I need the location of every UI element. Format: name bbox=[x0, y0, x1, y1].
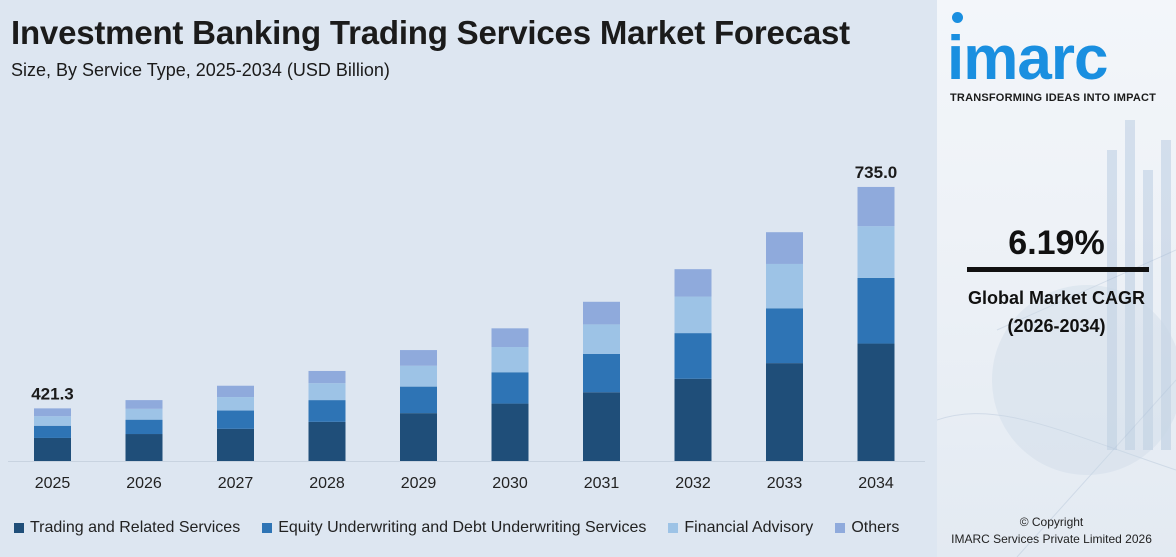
cagr-divider bbox=[967, 267, 1149, 272]
copyright-line2: IMARC Services Private Limited 2026 bbox=[951, 532, 1152, 546]
bar-segment-2033-series-4 bbox=[766, 232, 803, 264]
bar-segment-2032-series-4 bbox=[674, 269, 712, 297]
bar-segment-2032-series-1 bbox=[674, 378, 712, 461]
sidebar-panel: imarc TRANSFORMING IDEAS INTO IMPACT 6.1… bbox=[937, 0, 1176, 557]
bar-segment-2027-series-4 bbox=[217, 385, 254, 398]
bar-segment-2032-series-3 bbox=[674, 296, 712, 334]
legend-item-advisory: Financial Advisory bbox=[668, 519, 813, 537]
bar-segment-2025-series-3 bbox=[34, 416, 71, 426]
bar-segment-2027-series-2 bbox=[217, 410, 254, 429]
x-tick-label-2028: 2028 bbox=[309, 475, 345, 492]
chart-legend: Trading and Related Services Equity Unde… bbox=[14, 519, 899, 537]
bar-segment-2028-series-3 bbox=[308, 383, 346, 401]
legend-item-underwriting: Equity Underwriting and Debt Underwritin… bbox=[262, 519, 646, 537]
bar-segment-2034-series-3 bbox=[857, 226, 895, 278]
legend-swatch-advisory bbox=[668, 523, 679, 533]
bar-segment-2032-series-2 bbox=[674, 333, 712, 379]
cagr-label: Global Market CAGR (2026-2034) bbox=[937, 284, 1176, 340]
cagr-label-line1: Global Market CAGR bbox=[967, 288, 1146, 308]
bar-segment-2030-series-1 bbox=[491, 403, 529, 461]
bar-segment-2033-series-2 bbox=[766, 308, 803, 364]
cagr-value: 6.19% bbox=[1008, 224, 1105, 262]
legend-label-underwriting: Equity Underwriting and Debt Underwritin… bbox=[278, 519, 647, 536]
bar-segment-2033-series-3 bbox=[766, 263, 803, 309]
copyright-line1: © Copyright bbox=[1019, 515, 1084, 529]
bar-segment-2034-series-4 bbox=[857, 186, 895, 227]
legend-swatch-underwriting bbox=[262, 523, 273, 533]
x-tick-label-2030: 2030 bbox=[492, 475, 528, 492]
bar-segment-2028-series-1 bbox=[308, 421, 346, 461]
total-label-2034: 735.0 bbox=[855, 163, 898, 182]
bar-segment-2031-series-2 bbox=[583, 353, 620, 393]
background-chart-decoration bbox=[937, 120, 1176, 557]
legend-swatch-trading bbox=[14, 523, 24, 533]
x-tick-label-2031: 2031 bbox=[584, 475, 620, 492]
chart-subtitle: Size, By Service Type, 2025-2034 (USD Bi… bbox=[11, 60, 390, 80]
x-tick-label-2027: 2027 bbox=[218, 475, 254, 492]
chart-panel: Investment Banking Trading Services Mark… bbox=[8, 14, 925, 537]
bar-segment-2031-series-3 bbox=[583, 324, 620, 354]
logo-tagline: TRANSFORMING IDEAS INTO IMPACT bbox=[950, 92, 1157, 104]
bar-segment-2029-series-2 bbox=[400, 386, 437, 414]
bar-segment-2029-series-1 bbox=[400, 413, 437, 461]
legend-label-others: Others bbox=[851, 519, 900, 536]
bar-segment-2031-series-1 bbox=[583, 392, 620, 461]
cagr-label-line2: (2026-2034) bbox=[1007, 316, 1106, 336]
bar-segment-2033-series-1 bbox=[766, 363, 803, 461]
bar-segment-2031-series-4 bbox=[583, 301, 620, 325]
legend-label-advisory: Financial Advisory bbox=[684, 519, 814, 536]
bar-segment-2026-series-2 bbox=[125, 419, 163, 435]
legend-label-trading: Trading and Related Services bbox=[30, 519, 241, 536]
bar-segment-2034-series-1 bbox=[857, 343, 895, 461]
x-tick-label-2033: 2033 bbox=[767, 475, 803, 492]
legend-swatch-others bbox=[835, 523, 846, 533]
copyright-notice: © Copyright IMARC Services Private Limit… bbox=[937, 514, 1176, 548]
stacked-bar-chart: 2025 421.3 2026 2027 2028 2029 2030 2031 2032 203… bbox=[8, 163, 925, 492]
bar-segment-2025-series-1 bbox=[34, 437, 71, 461]
bar-segment-2027-series-1 bbox=[217, 428, 254, 461]
bar-segment-2030-series-3 bbox=[491, 347, 529, 373]
bar-segment-2025-series-4 bbox=[34, 408, 71, 417]
legend-item-trading: Trading and Related Services bbox=[14, 519, 240, 537]
bar-segment-2028-series-4 bbox=[308, 370, 346, 384]
bar-segment-2029-series-4 bbox=[400, 350, 437, 366]
bar-segment-2028-series-2 bbox=[308, 400, 346, 422]
bar-segment-2030-series-2 bbox=[491, 372, 529, 404]
bar-segment-2034-series-2 bbox=[857, 277, 895, 344]
x-tick-label-2029: 2029 bbox=[401, 475, 437, 492]
chart-title: Investment Banking Trading Services Mark… bbox=[11, 14, 850, 51]
bar-segment-2026-series-4 bbox=[125, 400, 163, 409]
bar-segment-2026-series-3 bbox=[125, 408, 163, 420]
total-label-2025: 421.3 bbox=[31, 384, 74, 403]
x-tick-label-2034: 2034 bbox=[858, 475, 894, 492]
x-tick-label-2025: 2025 bbox=[35, 475, 71, 492]
imarc-logo: imarc bbox=[947, 24, 1108, 93]
bar-segment-2027-series-3 bbox=[217, 397, 254, 411]
bar-segment-2026-series-1 bbox=[125, 434, 163, 461]
bar-segment-2025-series-2 bbox=[34, 425, 71, 438]
legend-item-others: Others bbox=[835, 519, 899, 537]
logo-dot bbox=[952, 12, 963, 23]
bar-segment-2030-series-4 bbox=[491, 328, 529, 348]
x-tick-label-2032: 2032 bbox=[675, 475, 711, 492]
bar-segment-2029-series-3 bbox=[400, 365, 437, 387]
x-tick-label-2026: 2026 bbox=[126, 475, 162, 492]
